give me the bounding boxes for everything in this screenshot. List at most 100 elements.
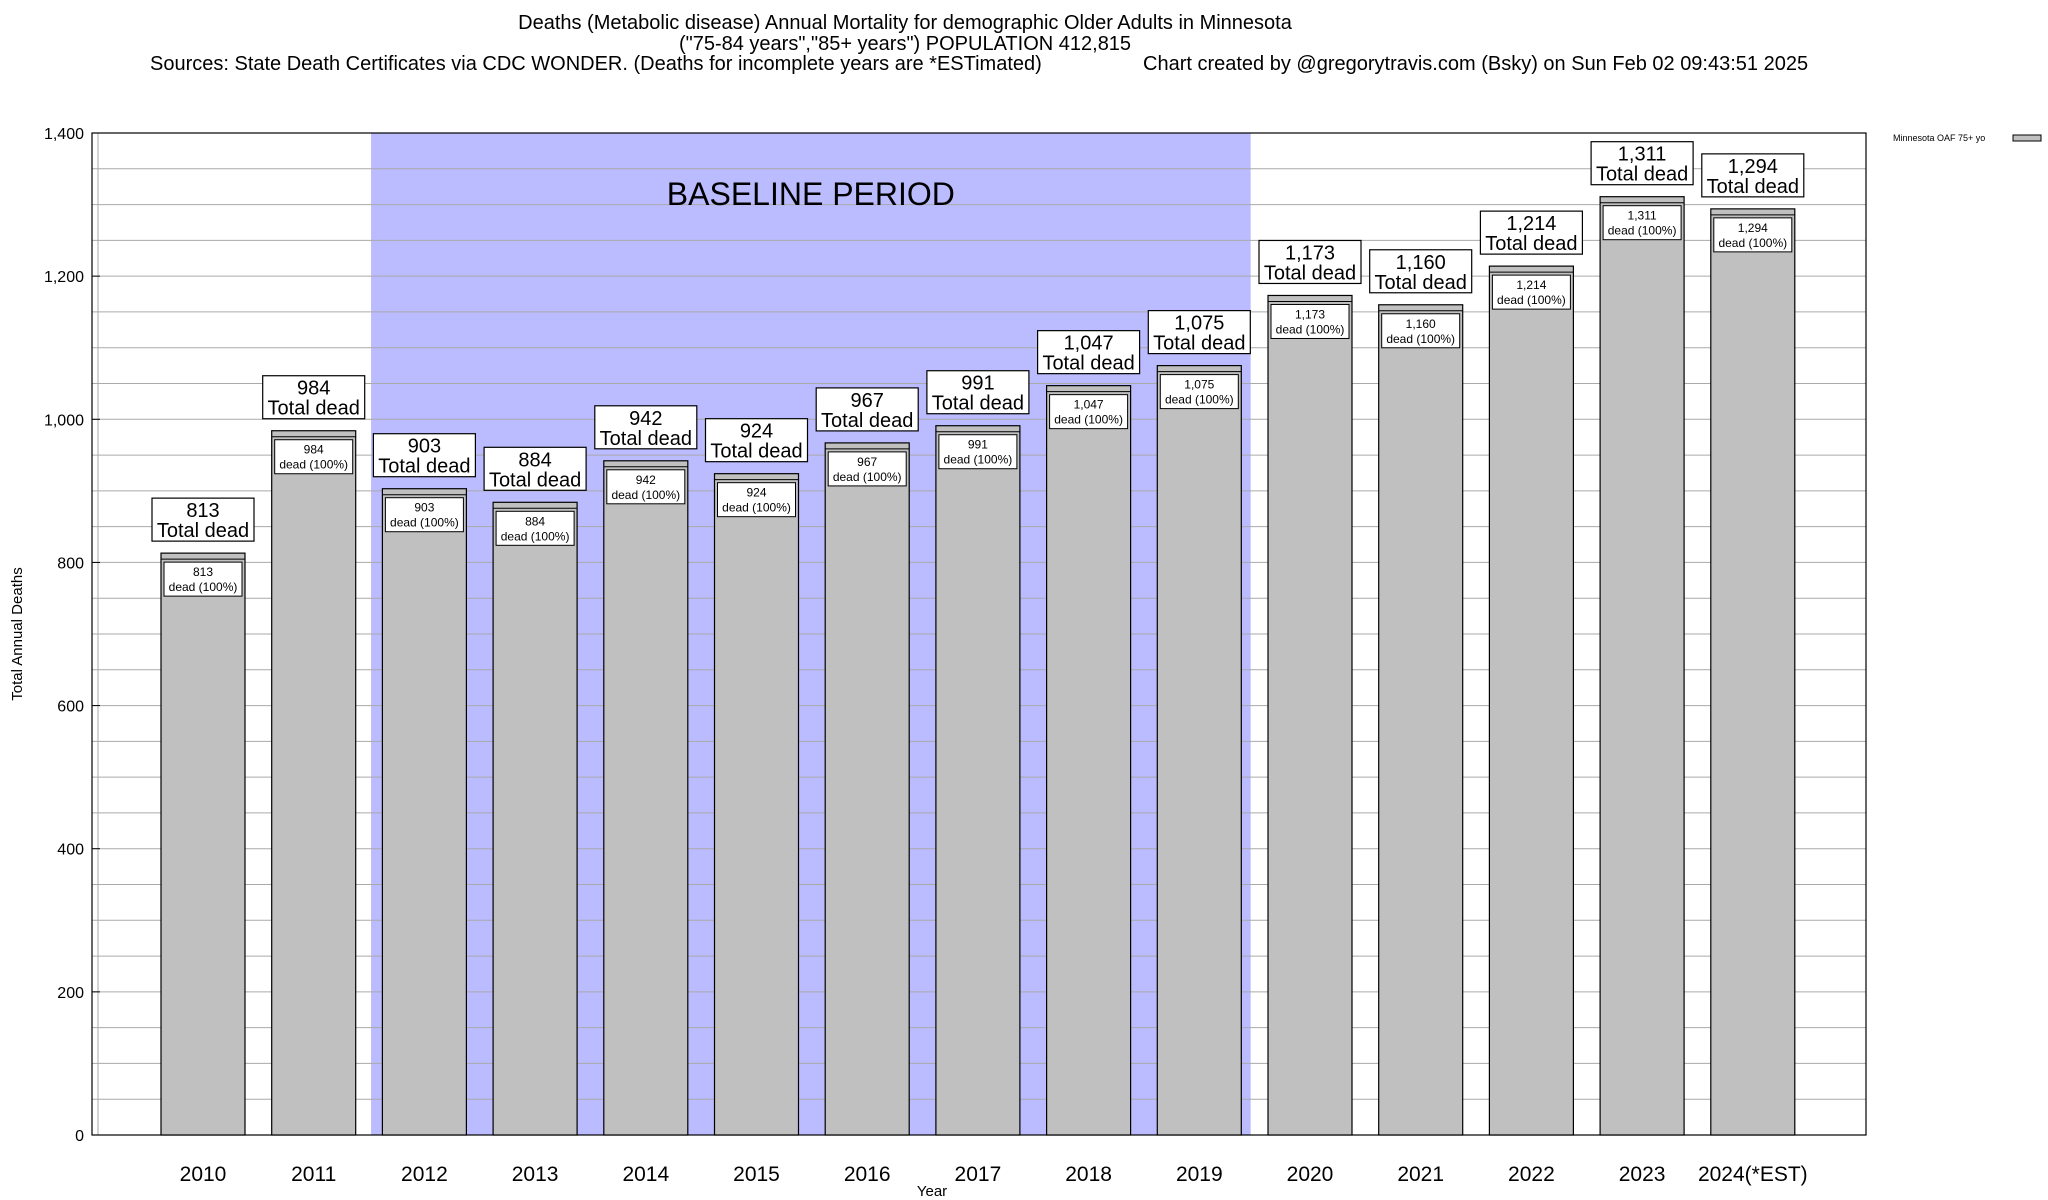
inner-value-box	[495, 510, 575, 546]
inner-value-label: 884	[525, 514, 545, 528]
inner-value-box	[1381, 313, 1461, 349]
inner-value-label: 1,160	[1406, 317, 1436, 331]
inner-value-box	[827, 451, 907, 487]
total-value-box	[1369, 249, 1473, 294]
total-dead-label: Total dead	[378, 456, 470, 478]
total-value-label: 1,173	[1285, 242, 1335, 264]
x-axis-label: Year	[917, 1183, 947, 1200]
total-dead-label: Total dead	[1596, 164, 1688, 186]
total-value-box	[704, 418, 809, 463]
inner-percent-label: dead (100%)	[279, 458, 348, 472]
total-dead-label: Total dead	[600, 428, 692, 450]
inner-value-box	[274, 439, 354, 475]
inner-value-label: 1,214	[1516, 278, 1546, 292]
y-tick-label: 1,400	[44, 126, 84, 143]
total-value-box	[1147, 310, 1251, 355]
total-value-label: 984	[297, 378, 330, 400]
inner-value-box	[1713, 217, 1793, 253]
total-dead-label: Total dead	[1042, 353, 1134, 375]
total-value-box	[1036, 330, 1141, 375]
total-value-label: 1,075	[1174, 313, 1224, 335]
bar	[1045, 385, 1132, 1136]
inner-percent-label: dead (100%)	[1054, 413, 1123, 427]
inner-value-box	[163, 561, 243, 597]
bar	[935, 425, 1021, 1136]
inner-value-box	[1602, 205, 1682, 241]
bar	[1599, 196, 1685, 1136]
x-tick-label: 2017	[955, 1163, 1002, 1186]
bar	[492, 501, 578, 1136]
x-tick-label: 2024(*EST)	[1698, 1163, 1808, 1186]
total-dead-label: Total dead	[489, 469, 581, 491]
legend-swatch	[2012, 134, 2042, 142]
total-dead-label: Total dead	[1153, 333, 1245, 355]
total-value-label: 1,311	[1618, 144, 1667, 166]
total-value-box	[815, 387, 919, 432]
inner-percent-label: dead (100%)	[1497, 293, 1566, 307]
inner-value-label: 991	[968, 438, 988, 452]
inner-value-box	[717, 482, 796, 518]
total-value-label: 813	[186, 500, 219, 522]
total-value-box	[1701, 153, 1805, 198]
inner-percent-label: dead (100%)	[1386, 332, 1455, 346]
inner-value-label: 813	[193, 565, 213, 579]
total-value-box	[1479, 210, 1584, 255]
inner-percent-label: dead (100%)	[501, 529, 570, 543]
total-value-box	[483, 446, 587, 491]
total-value-box	[594, 405, 698, 450]
total-dead-label: Total dead	[157, 520, 249, 542]
bar	[603, 460, 689, 1136]
x-tick-label: 2019	[1176, 1163, 1223, 1186]
total-dead-label: Total dead	[1707, 176, 1799, 198]
total-value-box	[262, 375, 366, 420]
inner-value-box	[1491, 274, 1571, 310]
total-value-label: 1,294	[1728, 156, 1778, 178]
inner-value-box	[1159, 374, 1239, 410]
bar	[1488, 265, 1575, 1136]
total-value-box	[151, 497, 255, 542]
x-tick-label: 2018	[1065, 1163, 1112, 1186]
inner-percent-label: dead (100%)	[390, 516, 459, 530]
inner-percent-label: dead (100%)	[833, 470, 902, 484]
bar	[1267, 294, 1353, 1136]
bar	[1378, 304, 1464, 1136]
total-value-label: 1,160	[1396, 252, 1446, 274]
x-tick-label: 2021	[1397, 1163, 1444, 1186]
total-value-box	[1590, 141, 1694, 186]
x-tick-label: 2020	[1287, 1163, 1334, 1186]
total-value-label: 942	[629, 408, 662, 430]
inner-value-label: 924	[746, 486, 766, 500]
inner-value-label: 903	[414, 501, 434, 515]
inner-value-label: 984	[304, 443, 324, 457]
y-tick-label: 800	[57, 555, 84, 572]
inner-percent-label: dead (100%)	[1718, 236, 1787, 250]
inner-value-label: 942	[636, 473, 656, 487]
bar	[1156, 365, 1242, 1136]
inner-value-label: 1,047	[1074, 398, 1104, 412]
bar	[824, 442, 910, 1136]
total-value-label: 967	[851, 390, 884, 412]
inner-value-box	[606, 469, 686, 505]
total-value-label: 924	[740, 421, 773, 443]
inner-value-label: 1,294	[1738, 221, 1768, 235]
bar	[271, 430, 357, 1136]
x-tick-label: 2013	[512, 1163, 559, 1186]
total-dead-label: Total dead	[1264, 262, 1356, 284]
total-value-label: 1,047	[1064, 333, 1114, 355]
inner-percent-label: dead (100%)	[611, 488, 680, 502]
x-tick-label: 2023	[1619, 1163, 1666, 1186]
x-tick-label: 2014	[622, 1163, 669, 1186]
baseline-period-label: BASELINE PERIOD	[667, 176, 955, 212]
x-tick-label: 2022	[1508, 1163, 1555, 1186]
bar	[1710, 208, 1796, 1136]
inner-value-label: 1,311	[1628, 209, 1657, 223]
total-value-box	[372, 433, 476, 478]
y-tick-label: 0	[75, 1128, 84, 1145]
chart-subtitle: ("75-84 years","85+ years") POPULATION 4…	[678, 33, 1132, 55]
total-dead-label: Total dead	[932, 393, 1024, 415]
y-tick-label: 600	[57, 699, 84, 716]
total-dead-label: Total dead	[1485, 233, 1577, 255]
total-dead-label: Total dead	[1375, 272, 1467, 294]
inner-value-label: 1,075	[1184, 378, 1214, 392]
